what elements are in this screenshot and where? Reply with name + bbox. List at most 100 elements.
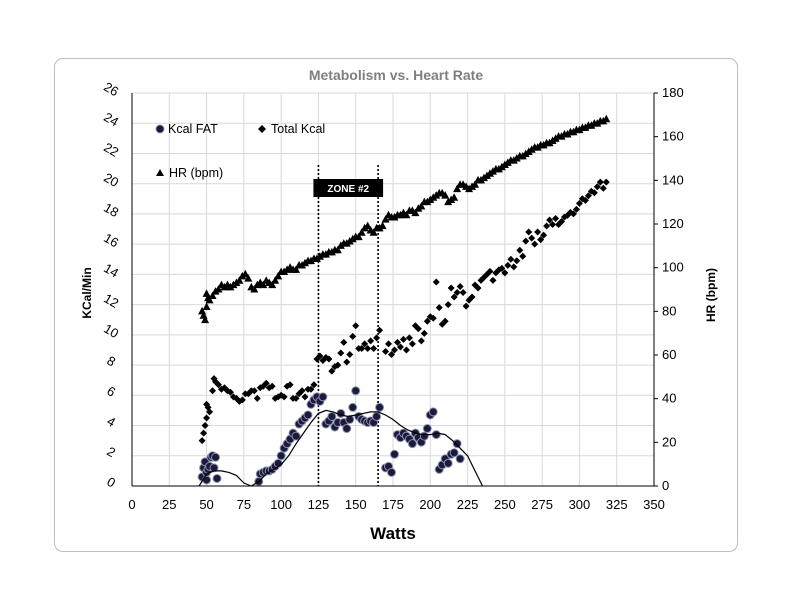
x-tick-label: 325 (606, 497, 628, 512)
total-kcal-point (268, 382, 276, 390)
total-kcal-point (259, 382, 267, 390)
legend-label-total-kcal: Total Kcal (271, 122, 325, 136)
total-kcal-point (429, 314, 437, 322)
total-kcal-point (201, 422, 209, 430)
y-right-tick-label: 40 (662, 391, 676, 406)
hr-point (271, 276, 280, 284)
kcal-fat-point (209, 463, 219, 473)
y-right-tick-label: 140 (662, 172, 684, 187)
total-kcal-point (498, 264, 506, 272)
y-left-tick-label: 0 (104, 474, 118, 491)
kcal-fat-point (422, 424, 432, 434)
total-kcal-point (456, 282, 464, 290)
total-kcal-point (534, 228, 542, 236)
total-kcal-point (531, 240, 539, 248)
total-kcal-point (510, 263, 518, 271)
total-kcal-point (280, 393, 288, 401)
kcal-fat-point (372, 411, 382, 421)
y-left-tick-label: 10 (101, 321, 121, 341)
total-kcal-point (408, 340, 416, 348)
total-kcal-point (364, 344, 372, 352)
kcal-fat-point (318, 392, 328, 402)
x-tick-label: 0 (128, 497, 135, 512)
y-left-tick-label: 20 (101, 170, 121, 190)
total-kcal-point (238, 396, 246, 404)
hr-point (378, 221, 387, 230)
total-kcal-point (367, 337, 375, 345)
kcal-fat-point (291, 431, 301, 441)
total-kcal-point (256, 384, 264, 392)
hr-point (201, 315, 210, 324)
total-kcal-point (528, 234, 536, 242)
hr-point (235, 276, 244, 284)
total-kcal-point (298, 387, 306, 395)
kcal-fat-point (212, 473, 222, 483)
total-kcal-point (417, 337, 425, 345)
y-left-tick-label: 8 (104, 353, 118, 370)
total-kcal-point (453, 289, 461, 297)
kcal-fat-point (419, 431, 429, 441)
total-kcal-point (516, 246, 524, 254)
total-kcal-point (593, 183, 601, 191)
total-kcal-point (537, 236, 545, 244)
total-kcal-point (382, 347, 390, 355)
y-left-tick-label: 14 (101, 260, 121, 280)
total-kcal-point (504, 261, 512, 269)
y-left-tick-label: 6 (104, 383, 118, 400)
total-kcal-point (200, 429, 208, 437)
y-left-tick-label: 2 (104, 444, 118, 461)
x-tick-label: 250 (494, 497, 516, 512)
total-kcal-point (396, 343, 404, 351)
legend-marker-total-kcal (258, 125, 266, 133)
hr-point (259, 280, 268, 289)
total-kcal-point (489, 276, 497, 284)
hr-point (450, 193, 459, 201)
total-kcal-point (390, 346, 398, 354)
total-kcal-point (471, 281, 479, 289)
total-kcal-point (198, 437, 206, 445)
hr-point (274, 271, 283, 280)
total-kcal-point (334, 361, 342, 369)
kcal-fat-point (327, 411, 337, 421)
total-kcal-point (376, 326, 384, 334)
zone-label: ZONE #2 (327, 184, 369, 195)
hr-point (268, 280, 277, 289)
y-axis-left-title: KCal/Min (80, 267, 94, 318)
total-kcal-point (572, 205, 580, 213)
total-kcal-point (340, 338, 348, 346)
total-kcal-point (558, 217, 566, 225)
hr-point (241, 269, 250, 278)
hr-point (208, 291, 217, 300)
x-tick-label: 50 (199, 497, 213, 512)
kcal-fat-point (276, 451, 286, 461)
hr-point (244, 274, 253, 282)
x-tick-label: 350 (643, 497, 665, 512)
kcal-fat-point (345, 414, 355, 424)
total-kcal-point (552, 214, 560, 222)
total-kcal-point (226, 388, 234, 396)
y-right-tick-label: 180 (662, 85, 684, 100)
y-left-tick-label: 4 (104, 413, 118, 430)
fat-trendline (198, 409, 484, 487)
total-kcal-point (540, 231, 548, 239)
x-tick-label: 75 (237, 497, 251, 512)
hr-point (402, 210, 411, 219)
hr-point (202, 302, 211, 310)
total-kcal-point (420, 329, 428, 337)
x-tick-label: 175 (382, 497, 404, 512)
y-right-tick-label: 120 (662, 216, 684, 231)
total-kcal-point (546, 216, 554, 224)
grid (132, 92, 655, 486)
total-kcal-point (262, 379, 270, 387)
kcal-fat-point (455, 454, 465, 464)
x-tick-label: 125 (308, 497, 330, 512)
y-left-tick-label: 18 (101, 200, 121, 220)
total-kcal-point (349, 332, 357, 340)
chart-title: Metabolism vs. Heart Rate (309, 67, 483, 83)
plot-area (197, 114, 611, 487)
metabolism-chart: ZONE #2 0 25 50 75 100 125 150 175 200 225 250 275 3… (80, 67, 718, 543)
y-left-tick-label: 26 (101, 79, 121, 99)
total-kcal-point (468, 293, 476, 301)
total-kcal-point (507, 255, 515, 263)
hr-point (354, 232, 363, 241)
